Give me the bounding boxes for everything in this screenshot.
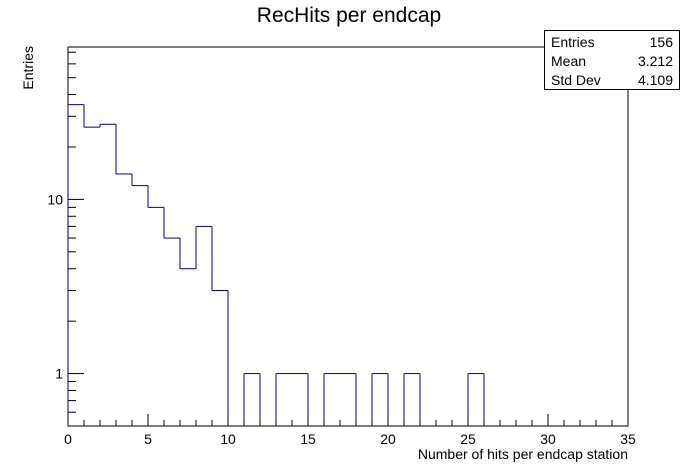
x-tick-label-5: 5 xyxy=(144,431,152,447)
stats-entries-value: 156 xyxy=(649,34,673,50)
y-tick-label-10: 10 xyxy=(47,191,63,207)
stats-entries-label: Entries xyxy=(551,34,595,50)
stats-row-entries: Entries 156 xyxy=(551,32,673,52)
histogram-layer xyxy=(67,104,485,426)
x-tick-label-15: 15 xyxy=(300,431,316,447)
x-axis-label: Number of hits per endcap station xyxy=(418,446,628,462)
y-axis-label: Entries xyxy=(20,46,36,90)
stats-box: Entries 156 Mean 3.212 Std Dev 4.109 xyxy=(544,30,680,90)
x-tick-label-35: 35 xyxy=(620,431,636,447)
plot-frame xyxy=(67,46,629,427)
stats-stddev-value: 4.109 xyxy=(637,72,673,88)
x-tick-label-10: 10 xyxy=(220,431,236,447)
x-tick-label-20: 20 xyxy=(380,431,396,447)
x-tick-label-25: 25 xyxy=(460,431,476,447)
chart-title: RecHits per endcap xyxy=(257,4,441,27)
stats-row-stddev: Std Dev 4.109 xyxy=(551,70,673,90)
stats-row-mean: Mean 3.212 xyxy=(551,51,673,71)
x-tick-label-30: 30 xyxy=(540,431,556,447)
x-tick-label-0: 0 xyxy=(64,431,72,447)
stats-mean-label: Mean xyxy=(551,53,587,69)
axis-ticks: 0 5 10 15 20 25 30 35 1 10 xyxy=(47,51,636,447)
stats-stddev-label: Std Dev xyxy=(551,72,601,88)
y-tick-label-1: 1 xyxy=(55,366,63,382)
stats-mean-value: 3.212 xyxy=(637,53,673,69)
